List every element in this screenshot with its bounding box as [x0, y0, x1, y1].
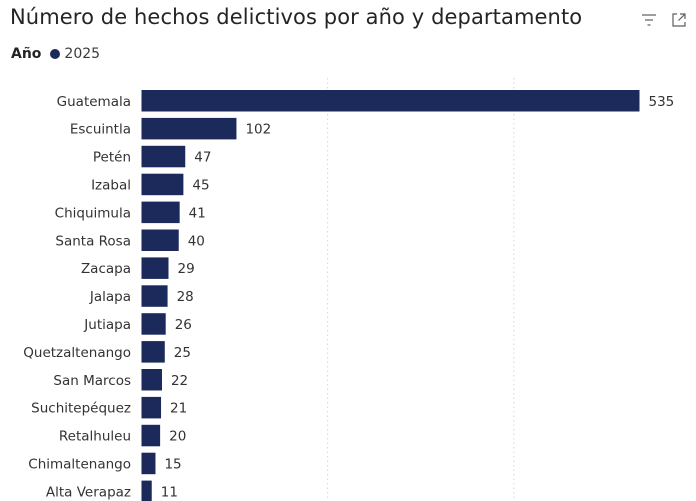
category-label: Retalhuleu	[59, 429, 131, 445]
category-label: Jalapa	[89, 289, 131, 305]
bar[interactable]	[141, 285, 168, 307]
category-label: Quetzaltenango	[23, 345, 131, 361]
category-label: Chiquimula	[55, 205, 131, 221]
bar[interactable]	[141, 424, 161, 447]
category-label: Alta Verapaz	[46, 484, 131, 500]
bar[interactable]	[141, 396, 162, 419]
bar[interactable]	[141, 480, 152, 501]
data-label: 41	[189, 205, 206, 221]
data-label: 535	[649, 94, 675, 110]
category-label: Santa Rosa	[55, 233, 131, 249]
category-label: Jutiapa	[83, 317, 131, 333]
bar[interactable]	[141, 257, 169, 279]
category-label: Zacapa	[81, 261, 131, 277]
category-label: San Marcos	[53, 373, 131, 389]
bar[interactable]	[141, 313, 166, 335]
bar[interactable]	[141, 117, 237, 140]
data-label: 47	[194, 150, 211, 166]
legend-marker	[50, 49, 61, 59]
data-label: 40	[188, 233, 205, 249]
filter-icon[interactable]	[640, 11, 658, 29]
bar[interactable]	[141, 341, 165, 363]
focus-mode-icon[interactable]	[670, 11, 688, 29]
bar[interactable]	[141, 145, 186, 168]
bar[interactable]	[141, 229, 179, 252]
category-label: Chimaltenango	[28, 456, 131, 472]
bar[interactable]	[141, 201, 180, 224]
visual-header-icons	[640, 11, 688, 29]
data-label: 29	[177, 261, 194, 277]
data-label: 26	[175, 317, 192, 333]
bar[interactable]	[141, 173, 184, 196]
data-label: 21	[170, 401, 187, 417]
legend: Año 2025	[11, 46, 100, 62]
data-label: 15	[164, 456, 181, 472]
category-label: Suchitepéquez	[31, 401, 131, 417]
category-label: Escuintla	[70, 122, 131, 138]
data-label: 22	[171, 373, 188, 389]
legend-item-label[interactable]: 2025	[64, 46, 101, 62]
data-label: 25	[174, 345, 191, 361]
bar[interactable]	[141, 452, 156, 475]
chart-title: Número de hechos delictivos por año y de…	[10, 5, 583, 29]
category-label: Guatemala	[57, 94, 131, 110]
category-label: Petén	[93, 150, 131, 166]
data-label: 45	[192, 177, 209, 193]
bar[interactable]	[141, 90, 640, 112]
data-label: 28	[177, 289, 194, 305]
category-label: Izabal	[91, 177, 131, 193]
bar[interactable]	[141, 369, 162, 391]
legend-title: Año	[11, 46, 42, 62]
data-label: 102	[245, 122, 271, 138]
data-label: 11	[161, 484, 178, 500]
data-label: 20	[169, 429, 186, 445]
